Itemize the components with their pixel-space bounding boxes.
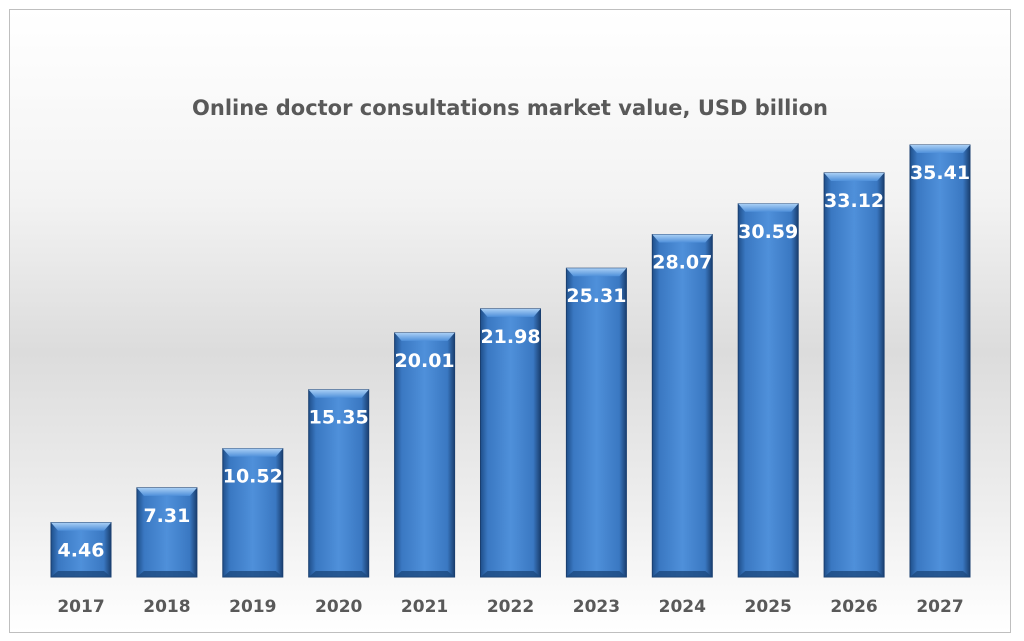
bar-2025 [737,203,799,578]
bar-2027 [909,144,971,578]
bar-2022 [480,308,541,578]
data-label: 7.31 [143,505,190,527]
x-tick-label: 2018 [143,597,190,617]
bar-bevel-bottom [652,571,713,577]
x-tick-label: 2019 [229,597,276,617]
bar-bevel-bottom [136,571,197,577]
bar-bevel-bottom [480,571,541,577]
bar-bevel-top [480,308,541,317]
x-tick-label: 2020 [315,597,362,617]
bar-bevel-bottom [738,571,799,577]
data-label: 35.41 [910,162,970,184]
data-label: 20.01 [395,350,455,372]
x-tick-label: 2024 [659,597,706,617]
bar-bevel-bottom [222,571,283,577]
bar-bevel-top [652,234,713,243]
data-label: 10.52 [223,466,283,488]
bar-bevel-top [824,172,885,181]
data-label: 21.98 [480,326,540,348]
bar-bevel-bottom [566,571,627,577]
bar-2026 [823,172,885,578]
x-tick-label: 2023 [573,597,620,617]
bar-2024 [651,234,713,578]
bar-2020 [308,389,370,578]
bar-2023 [565,267,627,578]
bar-bevel-top [738,203,799,212]
data-label: 25.31 [566,285,626,307]
x-tick-label: 2027 [916,597,963,617]
bar-bevel-bottom [308,571,369,577]
bar-bevel-top [910,145,970,153]
x-tick-label: 2017 [57,597,104,617]
x-tick-label: 2025 [745,597,792,617]
bar-bevel-bottom [51,571,111,577]
data-label: 28.07 [652,252,712,274]
bar-bevel-top [566,268,627,277]
bar-bevel-top [222,448,283,457]
chart-title: Online doctor consultations market value… [192,96,828,120]
bar-bevel-bottom [394,571,455,577]
data-label: 4.46 [58,540,105,562]
x-tick-label: 2022 [487,597,534,617]
bar-bevel-top [394,332,455,341]
bar-bevel-bottom [824,571,885,577]
bar-bevel-top [308,389,369,398]
x-tick-label: 2026 [830,597,877,617]
x-tick-label: 2021 [401,597,448,617]
bar-2018 [136,487,198,578]
bar-2019 [222,448,284,578]
bar-bevel-top [51,522,111,531]
data-label: 30.59 [738,221,798,243]
data-label: 15.35 [309,407,369,429]
bar-bevel-bottom [910,571,970,577]
bar-bevel-top [136,487,197,496]
data-label: 33.12 [824,190,884,212]
